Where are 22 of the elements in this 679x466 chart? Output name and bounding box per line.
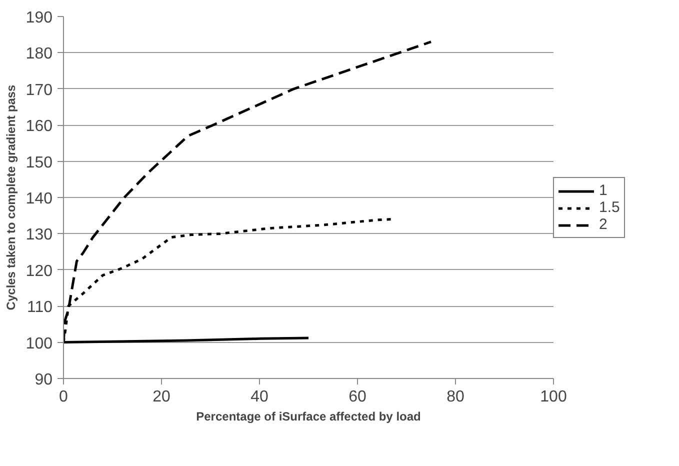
x-axis-title: Percentage of iSurface affected by load — [196, 410, 421, 424]
y-tick-label: 90 — [34, 372, 53, 388]
x-tick-label: 40 — [250, 388, 268, 406]
y-axis-title: Cycles taken to complete gradient pass — [4, 84, 18, 310]
x-tick-label: 60 — [348, 388, 366, 406]
y-tick-label: 140 — [26, 190, 53, 208]
x-tick-label: 20 — [152, 388, 170, 406]
y-tick-label: 160 — [26, 118, 53, 136]
legend-label: 1.5 — [599, 199, 620, 216]
x-tick-label: 0 — [59, 388, 68, 406]
y-tick-label: 180 — [26, 46, 53, 63]
x-tick-label: 80 — [446, 388, 464, 406]
y-tick-label: 100 — [26, 335, 53, 352]
x-tick-label: 100 — [540, 388, 567, 406]
legend-label: 2 — [599, 216, 608, 233]
legend-label: 1 — [599, 182, 608, 199]
y-tick-label: 130 — [26, 226, 53, 244]
y-tick-label: 170 — [26, 82, 53, 99]
y-tick-label: 120 — [26, 262, 53, 280]
y-tick-label: 190 — [26, 10, 53, 26]
y-tick-label: 110 — [26, 299, 53, 316]
y-tick-label: 150 — [26, 154, 53, 172]
